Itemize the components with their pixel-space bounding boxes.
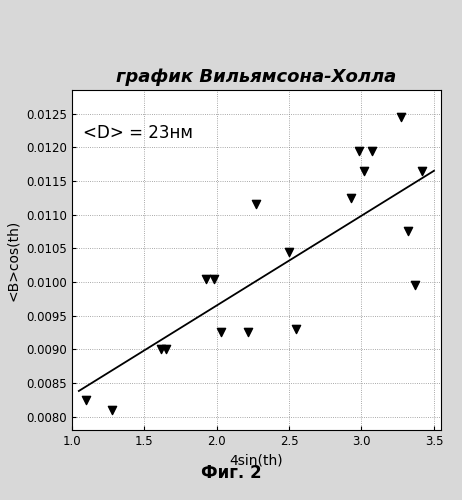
Point [347, 194, 355, 202]
Point [252, 200, 259, 208]
Point [361, 167, 368, 175]
Title: график Вильямсона-Холла: график Вильямсона-Холла [116, 68, 396, 86]
Text: Фиг. 2: Фиг. 2 [201, 464, 261, 481]
Point [245, 328, 252, 336]
Point [210, 274, 217, 282]
Point [397, 113, 404, 121]
Text: <D> = 23нм: <D> = 23нм [83, 124, 193, 142]
Point [158, 345, 165, 353]
Point [368, 146, 375, 154]
Point [355, 146, 362, 154]
Point [82, 396, 90, 404]
Point [412, 281, 419, 289]
Point [109, 406, 116, 414]
Point [292, 325, 300, 333]
Point [217, 328, 225, 336]
Point [203, 274, 210, 282]
Point [419, 167, 426, 175]
Y-axis label: <B>cos(th): <B>cos(th) [6, 220, 20, 300]
Point [286, 248, 293, 256]
Point [404, 228, 412, 235]
Point [162, 345, 170, 353]
X-axis label: 4sin(th): 4sin(th) [230, 454, 283, 468]
